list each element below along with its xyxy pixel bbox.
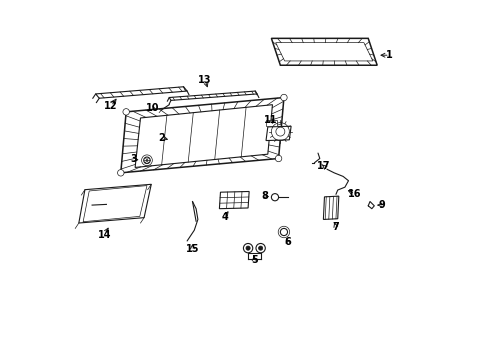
Text: 4: 4 — [221, 212, 228, 221]
Polygon shape — [121, 98, 284, 173]
Polygon shape — [323, 196, 338, 220]
Circle shape — [122, 109, 129, 115]
Circle shape — [275, 155, 281, 162]
Text: 3: 3 — [130, 154, 137, 164]
Circle shape — [258, 246, 262, 250]
Polygon shape — [169, 91, 257, 100]
Text: 9: 9 — [377, 200, 384, 210]
Text: 5: 5 — [250, 255, 257, 265]
Text: 7: 7 — [332, 222, 339, 232]
Circle shape — [143, 157, 150, 163]
Circle shape — [117, 170, 124, 176]
Circle shape — [243, 243, 252, 253]
Text: 10: 10 — [146, 103, 160, 113]
Text: 1: 1 — [386, 50, 392, 60]
Polygon shape — [79, 184, 151, 223]
Text: 17: 17 — [317, 161, 330, 171]
Circle shape — [255, 243, 265, 253]
Text: 14: 14 — [98, 230, 111, 239]
Polygon shape — [135, 105, 272, 167]
Text: 8: 8 — [262, 191, 268, 201]
Text: 6: 6 — [284, 237, 290, 247]
Polygon shape — [219, 192, 249, 209]
Polygon shape — [96, 87, 187, 98]
Polygon shape — [271, 39, 376, 65]
Circle shape — [280, 94, 286, 101]
Text: 11: 11 — [263, 115, 277, 125]
Polygon shape — [265, 120, 276, 126]
Circle shape — [271, 194, 278, 201]
Text: 13: 13 — [198, 75, 211, 85]
Circle shape — [245, 246, 250, 250]
Text: 16: 16 — [347, 189, 361, 199]
Text: 12: 12 — [104, 101, 118, 111]
Text: 2: 2 — [158, 133, 165, 143]
Text: 15: 15 — [185, 244, 199, 254]
Circle shape — [280, 228, 287, 235]
Polygon shape — [265, 126, 290, 140]
